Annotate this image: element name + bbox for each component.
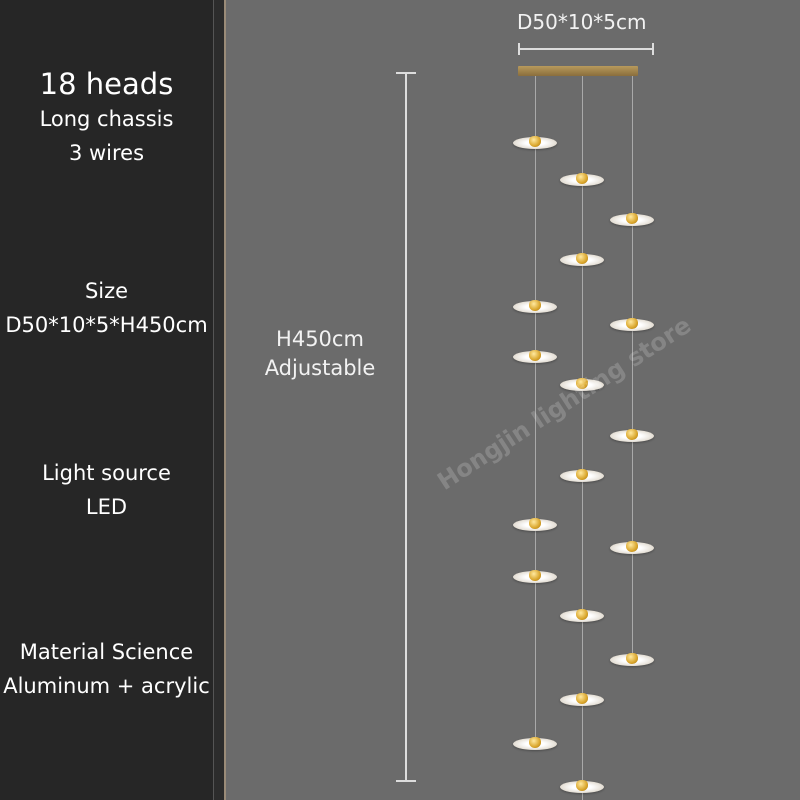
spec-light-value: LED [85,495,128,519]
gold-cap [576,780,588,791]
gold-cap [626,318,638,329]
gold-cap [576,693,588,704]
gold-cap [626,541,638,552]
suspension-wire [535,76,536,744]
lamp-head [610,212,654,228]
width-dimension-line [518,43,654,55]
spec-material-label: Material Science [19,640,194,664]
height-dimension-label-block: H450cm Adjustable [250,325,390,383]
lamp-head [513,736,557,752]
spec-wires: 3 wires [68,141,145,165]
height-adjustable-note: Adjustable [264,356,376,380]
spec-panel [0,0,213,800]
lamp-head [610,428,654,444]
gold-cap [576,378,588,389]
lamp-head [560,468,604,484]
gold-cap [576,469,588,480]
lamp-head [610,652,654,668]
spec-chassis: Long chassis [39,107,174,131]
lamp-head [560,377,604,393]
lamp-head [560,779,604,795]
lamp-head [513,349,557,365]
width-dimension-label: D50*10*5cm [517,10,647,34]
panel-divider [213,0,226,800]
height-dimension-line [396,72,416,782]
lamp-head [513,299,557,315]
ceiling-canopy [518,66,638,76]
lamp-head [560,692,604,708]
spec-light-label: Light source [42,461,171,485]
spec-size-label: Size [84,279,129,303]
lamp-head [513,135,557,151]
gold-cap [626,429,638,440]
spec-material-value: Aluminum + acrylic [3,674,210,698]
gold-cap [529,350,541,361]
gold-cap [626,653,638,664]
lamp-head [513,517,557,533]
lamp-head [513,569,557,585]
lamp-head [560,608,604,624]
suspension-wire [582,76,583,800]
height-dimension-label: H450cm [276,327,364,351]
gold-cap [626,213,638,224]
lamp-head [610,540,654,556]
spec-heads: 18 heads [39,67,174,101]
suspension-wire [632,76,633,660]
spec-size-value: D50*10*5*H450cm [5,313,208,337]
gold-cap [576,173,588,184]
gold-cap [529,300,541,311]
spec-material-block: Material Science Aluminum + acrylic [0,635,213,703]
gold-cap [529,136,541,147]
gold-cap [529,737,541,748]
lamp-head [610,317,654,333]
spec-light-block: Light source LED [0,456,213,524]
gold-cap [529,570,541,581]
lamp-head [560,172,604,188]
gold-cap [576,609,588,620]
spec-heads-block: 18 heads Long chassis 3 wires [0,66,213,170]
lamp-head [560,252,604,268]
spec-size-block: Size D50*10*5*H450cm [0,274,213,342]
gold-cap [529,518,541,529]
gold-cap [576,253,588,264]
